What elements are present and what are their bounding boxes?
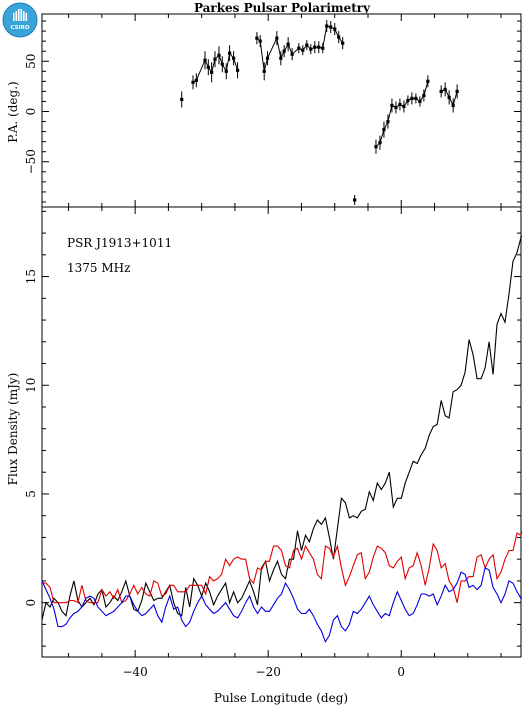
csiro-logo-bars [13, 9, 28, 21]
pa-point [309, 47, 313, 51]
pa-panel: −50 0 50 [24, 13, 522, 208]
pa-point [194, 78, 198, 82]
pa-point [203, 58, 207, 62]
csiro-logo: CSIRO [2, 2, 38, 38]
pa-point [191, 80, 195, 84]
pa-point [329, 25, 333, 29]
pulsar-name-annotation: PSR J1913+1011 [67, 236, 172, 250]
pa-point [325, 24, 329, 28]
x-tick-label: −20 [256, 665, 281, 679]
x-tick-label: 0 [397, 665, 405, 679]
pa-point [258, 39, 262, 43]
x-tick-label: −40 [122, 665, 147, 679]
pa-point [279, 56, 283, 60]
frequency-annotation: 1375 MHz [67, 261, 130, 275]
pa-point [451, 103, 455, 108]
pa-point [235, 68, 240, 72]
pa-y-tick-label: 50 [24, 54, 38, 69]
flux-y-tick-label: 15 [24, 269, 38, 284]
pa-point [217, 53, 221, 57]
pa-point [447, 95, 451, 100]
pa-point [321, 46, 325, 50]
pa-point [353, 198, 357, 202]
pa-y-tick-label: 0 [24, 108, 38, 116]
pa-point [406, 98, 410, 103]
pa-point [255, 36, 259, 40]
pa-point [206, 65, 210, 69]
pa-point [394, 105, 398, 110]
pa-point [410, 96, 414, 101]
flux-panel-frame [41, 206, 522, 658]
pa-point [422, 93, 426, 98]
pa-point [313, 45, 317, 49]
pa-point [337, 35, 341, 39]
pa-point [210, 70, 214, 74]
pa-point [390, 103, 394, 108]
pa-point [341, 41, 345, 45]
pa-point [305, 43, 309, 47]
flux-series-line-1 [42, 530, 522, 604]
pa-point [301, 48, 305, 52]
pa-point [224, 69, 228, 73]
flux-y-tick-label: 0 [24, 599, 38, 607]
flux-y-tick-label: 5 [24, 490, 38, 498]
pa-y-tick-label: −50 [24, 149, 38, 174]
flux-y-tick-label: 10 [24, 378, 38, 393]
pa-point [286, 42, 290, 46]
pa-point [297, 46, 301, 50]
flux-panel: −40 −20 0 0 5 10 15 [24, 206, 522, 679]
pa-point [228, 51, 232, 55]
pa-point [398, 102, 402, 107]
pa-point [282, 49, 286, 53]
pa-point [317, 45, 321, 49]
pa-point [418, 99, 422, 104]
pa-panel-frame [41, 13, 522, 208]
csiro-logo-disc [2, 2, 38, 38]
pa-point [439, 89, 443, 94]
pa-point [220, 62, 224, 66]
pa-point [275, 36, 279, 40]
pa-point [414, 96, 418, 101]
pa-point [232, 56, 236, 60]
pa-point [180, 97, 184, 102]
pa-point [378, 141, 382, 145]
pa-point [386, 119, 390, 124]
flux-series-line-0 [41, 235, 522, 621]
pa-point [443, 87, 447, 91]
chart-title: Parkes Pulsar Polarimetry [194, 1, 371, 15]
flux-axis-label: Flux Density (mJy) [6, 373, 20, 486]
pa-point [382, 127, 386, 132]
pa-point [265, 56, 270, 60]
pa-point [426, 79, 430, 83]
pa-point [262, 69, 266, 73]
pa-axis-label: P.A. (deg.) [6, 81, 20, 142]
pa-point [333, 27, 337, 31]
pa-point [290, 52, 294, 56]
csiro-logo-text: CSIRO [10, 25, 29, 31]
pa-point [374, 145, 378, 149]
pa-point [455, 89, 459, 94]
pa-point [402, 104, 406, 109]
pa-point [213, 57, 217, 61]
flux-series-line-2 [41, 567, 522, 644]
x-axis-label: Pulse Longitude (deg) [214, 691, 348, 705]
